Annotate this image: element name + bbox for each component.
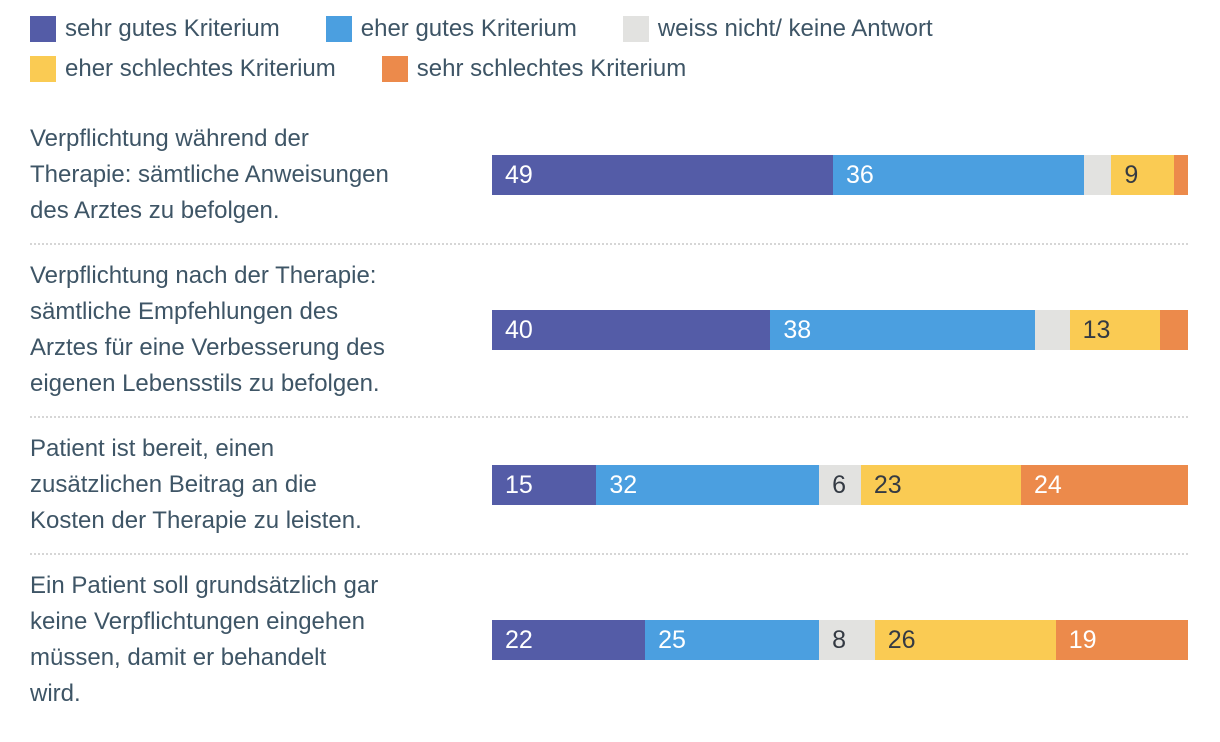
bar-segment-sehr-schlechtes-kriterium — [1174, 155, 1188, 195]
bar-segment-value: 23 — [873, 470, 902, 499]
bar-segment-weiss-nicht-keine-antwort: 8 — [819, 620, 875, 660]
legend-row-2: eher schlechtes Kriterium sehr schlechte… — [30, 56, 1188, 82]
legend-label: sehr gutes Kriterium — [65, 15, 280, 42]
bar-segment-eher-gutes-kriterium: 32 — [596, 465, 820, 505]
legend-label: sehr schlechtes Kriterium — [416, 55, 687, 82]
bar-segment-eher-schlechtes-kriterium: 13 — [1069, 310, 1161, 350]
bar-segment-eher-schlechtes-kriterium: 26 — [874, 620, 1056, 660]
bar-segment-eher-gutes-kriterium: 38 — [770, 310, 1035, 350]
legend-item-weiss-nicht-keine-antwort: weiss nicht/ keine Antwort — [622, 15, 933, 42]
legend-swatch-icon — [381, 56, 408, 82]
bar-segment-value: 15 — [505, 470, 533, 499]
bar-segment-value: 38 — [783, 315, 812, 344]
bar-segment-value: 8 — [832, 625, 847, 654]
category-label: Verpflichtung während der Therapie: sämt… — [30, 125, 389, 224]
chart-row-verpflichtung-nach-therapie: Verpflichtung nach der Therapie: sämtlic… — [30, 243, 1188, 416]
bar-segment-value: 22 — [505, 625, 533, 654]
bar-segment-sehr-schlechtes-kriterium: 24 — [1020, 465, 1188, 505]
chart-row-keine-verpflichtungen: Ein Patient soll grundsätzlich gar keine… — [30, 553, 1188, 726]
legend-item-sehr-schlechtes-kriterium: sehr schlechtes Kriterium — [381, 55, 687, 82]
legend-swatch-icon — [30, 16, 56, 42]
legend-item-eher-gutes-kriterium: eher gutes Kriterium — [325, 15, 577, 42]
stacked-bar: 40 38 13 — [492, 310, 1188, 350]
category-label: Ein Patient soll grundsätzlich gar keine… — [30, 572, 379, 707]
bar-segment-eher-schlechtes-kriterium: 9 — [1111, 155, 1175, 195]
chart-row-verpflichtung-waehrend-therapie: Verpflichtung während der Therapie: sämt… — [30, 108, 1188, 243]
bar-segment-sehr-gutes-kriterium: 49 — [492, 155, 834, 195]
bar-segment-eher-gutes-kriterium: 36 — [833, 155, 1084, 195]
bar-segment-value: 6 — [832, 470, 847, 499]
category-label: Patient ist bereit, einen zusätzlichen B… — [30, 435, 362, 534]
bar-segment-value: 19 — [1068, 625, 1097, 654]
legend-label: weiss nicht/ keine Antwort — [657, 15, 933, 42]
bar-segment-sehr-schlechtes-kriterium: 19 — [1055, 620, 1188, 660]
stacked-bar: 49 36 9 — [492, 155, 1188, 195]
bar-segment-sehr-gutes-kriterium: 40 — [492, 310, 771, 350]
legend-swatch-icon — [325, 16, 352, 42]
bar-segment-sehr-gutes-kriterium: 22 — [492, 620, 646, 660]
stacked-bar: 15 32 6 23 24 — [492, 465, 1188, 505]
bar-segment-value: 25 — [658, 625, 686, 654]
legend-item-sehr-gutes-kriterium: sehr gutes Kriterium — [30, 16, 280, 42]
legend-label: eher gutes Kriterium — [360, 15, 577, 42]
legend-row-1: sehr gutes Kriterium eher gutes Kriteriu… — [30, 16, 1188, 42]
bar-segment-weiss-nicht-keine-antwort: 6 — [819, 465, 861, 505]
category-label: Verpflichtung nach der Therapie: sämtlic… — [30, 262, 385, 397]
bar-segment-eher-gutes-kriterium: 25 — [645, 620, 820, 660]
bar-segment-value: 49 — [505, 160, 533, 189]
chart-row-zusaetzlicher-beitrag: Patient ist bereit, einen zusätzlichen B… — [30, 416, 1188, 553]
bar-segment-value: 9 — [1124, 160, 1139, 189]
bar-segment-value: 32 — [609, 470, 638, 499]
legend-label: eher schlechtes Kriterium — [65, 55, 336, 82]
legend-item-eher-schlechtes-kriterium: eher schlechtes Kriterium — [30, 56, 336, 82]
chart-legend: sehr gutes Kriterium eher gutes Kriteriu… — [30, 16, 1188, 82]
chart-body: Verpflichtung während der Therapie: sämt… — [30, 108, 1188, 726]
bar-segment-value: 36 — [846, 160, 874, 189]
bar-segment-value: 13 — [1082, 315, 1111, 344]
bar-segment-sehr-gutes-kriterium: 15 — [492, 465, 597, 505]
bar-segment-value: 26 — [887, 625, 916, 654]
legend-swatch-icon — [622, 16, 649, 42]
legend-swatch-icon — [30, 56, 56, 82]
bar-segment-value: 40 — [505, 315, 533, 344]
bar-segment-weiss-nicht-keine-antwort — [1034, 310, 1070, 350]
bar-segment-weiss-nicht-keine-antwort — [1083, 155, 1112, 195]
bar-segment-value: 24 — [1033, 470, 1062, 499]
stacked-bar: 22 25 8 26 19 — [492, 620, 1188, 660]
bar-segment-sehr-schlechtes-kriterium — [1160, 310, 1188, 350]
bar-segment-eher-schlechtes-kriterium: 23 — [860, 465, 1021, 505]
